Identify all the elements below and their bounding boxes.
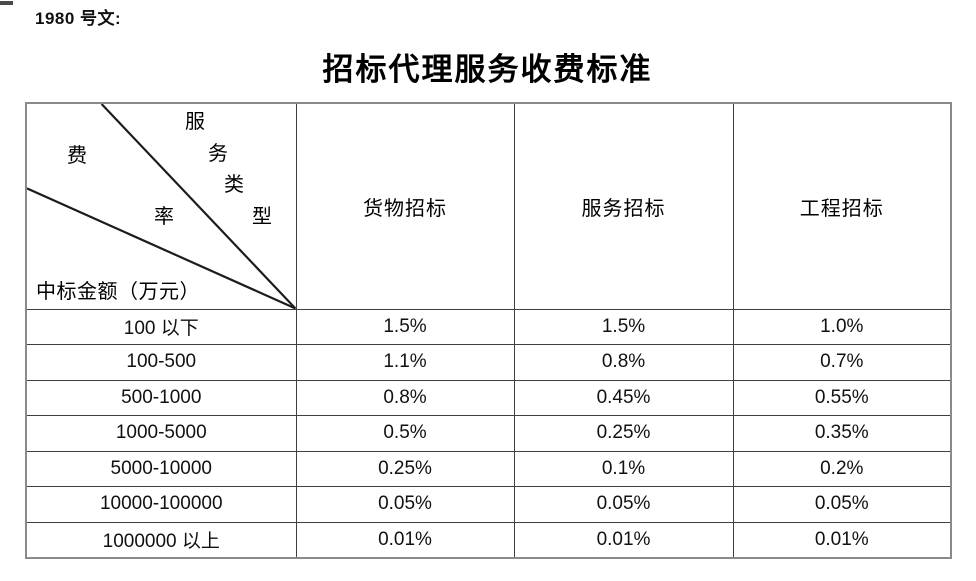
row-label-amount-range: 1000000 以上 [25, 521, 297, 558]
corner-label-service-type-char: 型 [252, 206, 272, 228]
fee-cell: 0.05% [732, 486, 952, 523]
fee-cell: 0.2% [732, 450, 952, 487]
row-label-amount-range: 500-1000 [25, 379, 297, 416]
table-row: 500-1000 0.8% 0.45% 0.55% [25, 379, 952, 416]
fee-cell: 0.01% [295, 521, 515, 558]
fee-cell: 0.35% [732, 415, 952, 452]
fee-cell: 0.25% [295, 450, 515, 487]
fee-cell: 0.05% [295, 486, 515, 523]
col-header-goods-tender: 货物招标 [295, 102, 515, 310]
document-ref-number: 1980 号文: [35, 9, 122, 28]
table-row: 5000-10000 0.25% 0.1% 0.2% [25, 450, 952, 487]
fee-cell: 1.5% [513, 308, 734, 345]
corner-label-service-type-char: 务 [208, 143, 228, 165]
fee-standard-table: 服 务 类 型 费 率 中标金额（万元） 货物招标 服务招标 工程招标 100 … [25, 102, 952, 559]
col-header-services-tender: 服务招标 [513, 102, 734, 310]
corner-label-bid-amount: 中标金额（万元） [36, 280, 200, 303]
fee-cell: 1.5% [295, 308, 515, 345]
fee-cell: 1.0% [732, 308, 952, 345]
row-label-amount-range: 5000-10000 [25, 450, 297, 487]
table-row: 100-500 1.1% 0.8% 0.7% [25, 344, 952, 381]
fee-cell: 0.5% [295, 415, 515, 452]
corner-label-fee-rate-char: 费 [67, 145, 87, 167]
fee-cell: 0.8% [513, 344, 734, 381]
fee-cell: 0.1% [513, 450, 734, 487]
row-label-amount-range: 100 以下 [25, 308, 297, 345]
corner-label-fee-rate-char: 率 [154, 206, 174, 228]
table-row: 10000-100000 0.05% 0.05% 0.05% [25, 486, 952, 523]
row-label-amount-range: 100-500 [25, 344, 297, 381]
scan-artifact-dash [0, 1, 13, 5]
col-header-works-tender: 工程招标 [732, 102, 952, 310]
fee-cell: 0.7% [732, 344, 952, 381]
fee-cell: 0.45% [513, 379, 734, 416]
diagonal-lines-graphic [27, 104, 295, 308]
row-label-amount-range: 1000-5000 [25, 415, 297, 452]
page-title: 招标代理服务收费标准 [322, 52, 653, 87]
fee-cell: 0.55% [732, 379, 952, 416]
row-label-amount-range: 10000-100000 [25, 486, 297, 523]
fee-cell: 0.25% [513, 415, 734, 452]
table-header-row: 服 务 类 型 费 率 中标金额（万元） 货物招标 服务招标 工程招标 [25, 102, 952, 310]
fee-cell: 0.01% [513, 521, 734, 558]
table-row: 1000-5000 0.5% 0.25% 0.35% [25, 415, 952, 452]
fee-cell: 0.8% [295, 379, 515, 416]
table-row: 1000000 以上 0.01% 0.01% 0.01% [25, 521, 952, 558]
fee-cell: 0.01% [732, 521, 952, 558]
fee-cell: 0.05% [513, 486, 734, 523]
fee-cell: 1.1% [295, 344, 515, 381]
corner-label-service-type-char: 类 [224, 174, 244, 196]
corner-label-service-type-char: 服 [185, 111, 205, 133]
table-row: 100 以下 1.5% 1.5% 1.0% [25, 308, 952, 345]
diagonal-corner-cell: 服 务 类 型 费 率 中标金额（万元） [25, 102, 297, 310]
